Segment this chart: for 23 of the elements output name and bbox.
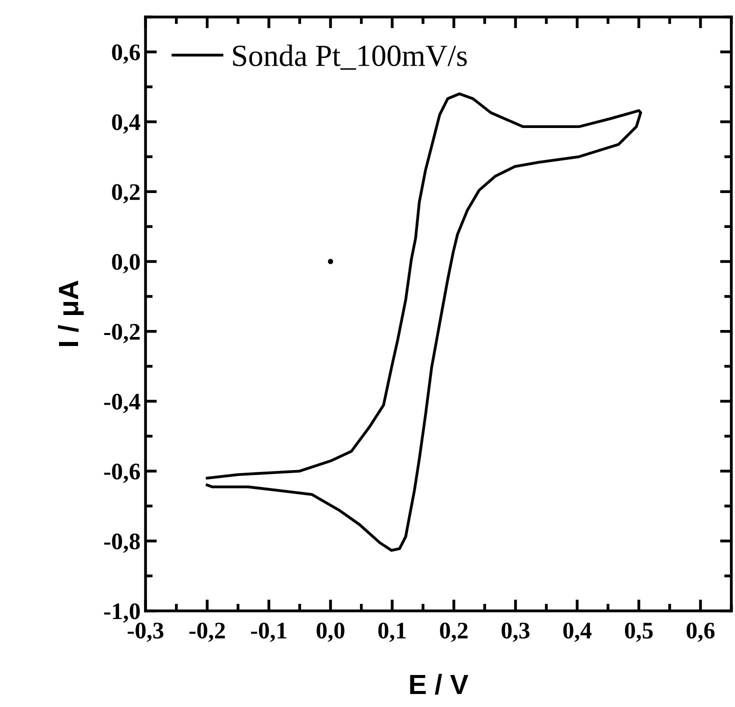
y-tick-label: 0,6 [112,44,140,64]
x-tick-label: -0,3 [128,622,164,642]
legend-label: Sonda Pt_100mV/s [233,44,467,70]
x-tick-label: 0,3 [502,622,530,642]
x-tick-label: 0,6 [686,622,715,642]
line-series [206,92,642,552]
y-axis-title: I / μA [58,280,84,346]
x-axis-title: E / V [410,674,468,695]
y-tick-label: 0,0 [112,254,140,274]
y-tick-label: -1,0 [104,603,140,623]
x-tick-label: 0,5 [624,622,653,642]
x-tick-label: 0,0 [316,622,344,642]
x-tick-label: -0,2 [189,622,225,642]
y-tick-label: -0,2 [104,324,140,344]
y-tick-label: -0,4 [104,394,140,414]
y-tick-label: 0,4 [112,114,140,134]
x-tick-label: -0,1 [251,622,286,642]
x-tick-label: 0,2 [440,622,468,642]
x-tick-label: 0,1 [378,622,406,642]
y-tick-label: -0,6 [104,464,140,483]
y-tick-label: 0,2 [112,184,140,204]
y-tick-label: -0,8 [104,533,140,553]
x-tick-label: 0,4 [563,622,592,642]
